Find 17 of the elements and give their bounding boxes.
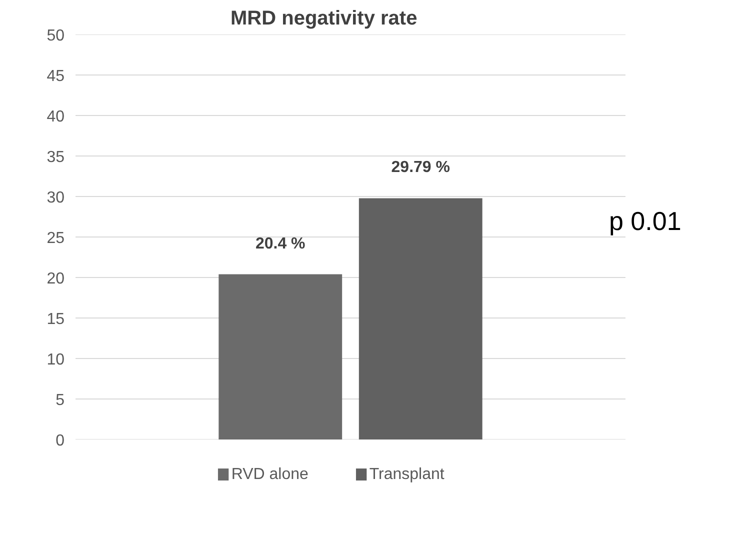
y-tick-label: 0 [56, 432, 65, 450]
y-tick-label: 25 [46, 230, 65, 247]
legend-label: Transplant [369, 466, 445, 483]
y-tick-label: 10 [46, 352, 65, 368]
y-tick-label: 30 [46, 190, 65, 206]
y-tick-label: 45 [46, 68, 65, 85]
y-tick-label: 40 [46, 108, 65, 126]
legend-label: RVD alone [231, 466, 309, 483]
data-label: 20.4 % [255, 235, 306, 252]
y-tick-label: 5 [56, 392, 65, 409]
y-tick-label: 15 [46, 311, 65, 328]
y-tick-label: 50 [46, 28, 65, 44]
y-tick-label: 20 [46, 270, 65, 288]
y-tick-label: 35 [46, 149, 65, 166]
annotation: p 0.01 [609, 206, 682, 236]
chart-title: MRD negativity rate [230, 8, 418, 30]
data-label: 29.79 % [391, 159, 450, 176]
